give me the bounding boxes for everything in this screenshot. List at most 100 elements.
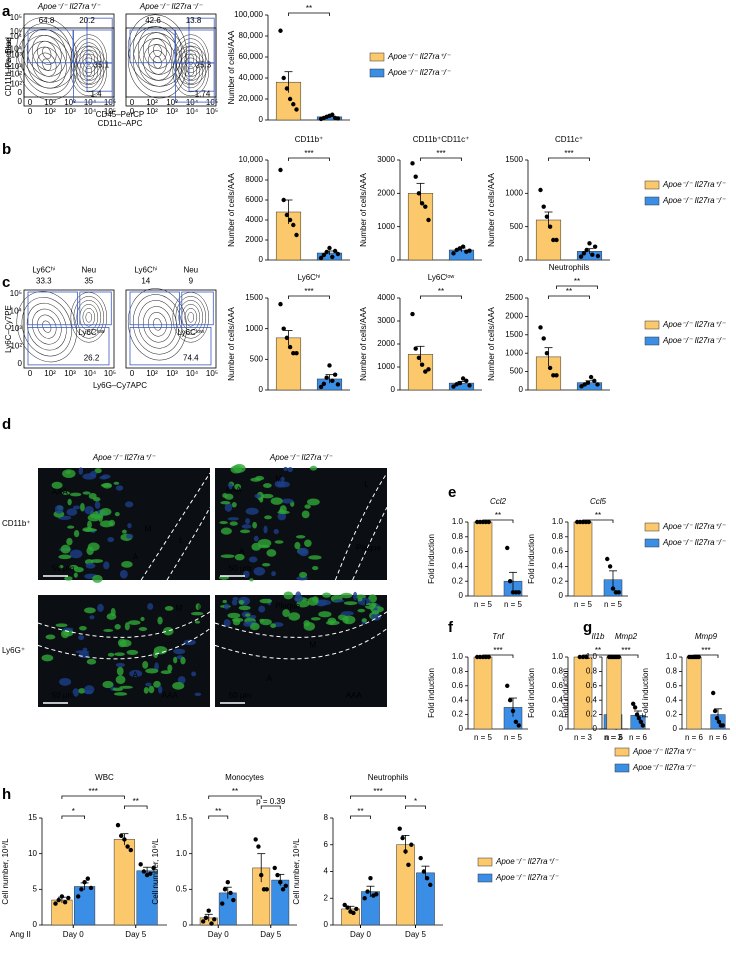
- stain: [283, 591, 294, 600]
- stain: [173, 656, 178, 664]
- stain: [145, 682, 152, 687]
- data-point: [714, 716, 720, 721]
- image-annotation: A: [239, 547, 245, 556]
- significance-label: ***: [564, 149, 573, 158]
- bar: [113, 839, 135, 926]
- image-annotation: M: [145, 525, 152, 534]
- y-tick-label: 0: [459, 591, 464, 600]
- x-tick-label: n = 5: [604, 600, 623, 609]
- image-annotation: 50 μm: [52, 564, 75, 573]
- flow-x-tick: 10⁴: [84, 107, 97, 116]
- contour: [79, 57, 99, 85]
- data-point: [712, 708, 718, 714]
- y-tick-label: 0.8: [552, 667, 564, 676]
- stain: [248, 556, 258, 563]
- y-tick-label: 0.2: [552, 576, 564, 585]
- y-axis-label: Cell number, 10⁹/L: [151, 838, 160, 905]
- data-point: [592, 378, 597, 383]
- data-point: [283, 883, 289, 888]
- x-tick-label: n = 5: [474, 600, 493, 609]
- data-point: [592, 244, 598, 249]
- y-tick-label: 1500: [505, 155, 523, 164]
- data-point: [547, 365, 553, 371]
- stain: [266, 549, 277, 557]
- stain: [114, 512, 120, 517]
- data-point: [351, 910, 356, 916]
- legend-swatch: [477, 873, 493, 883]
- y-tick-label: 0: [183, 920, 188, 929]
- boundary: [352, 506, 388, 581]
- stain: [173, 648, 186, 655]
- flow-y-label: CD11b–PacBlue: [4, 37, 13, 96]
- bar: [416, 872, 435, 926]
- stain: [312, 596, 319, 603]
- x-tick-label: Day 0: [63, 930, 84, 939]
- gate: [129, 327, 212, 366]
- y-tick-label: 1500: [245, 293, 263, 302]
- data-point: [119, 833, 124, 839]
- data-point: [451, 251, 456, 256]
- y-axis-label: Fold induction: [561, 668, 570, 718]
- stain: [195, 603, 201, 611]
- y-tick-label: 0.4: [552, 695, 564, 704]
- stain: [79, 626, 87, 631]
- gate-label: Ly6Cʰⁱ: [134, 266, 157, 275]
- significance-bracket: [260, 805, 281, 809]
- stain: [64, 576, 73, 581]
- stain: [282, 609, 290, 618]
- stain: [158, 685, 163, 694]
- x-tick-label: n = 3: [574, 733, 593, 742]
- contour: [85, 312, 93, 323]
- chart-title: Mmp2: [615, 632, 638, 641]
- legend-swatch: [644, 538, 660, 548]
- contour: [31, 46, 62, 83]
- data-point: [294, 232, 299, 238]
- boundary: [140, 472, 211, 581]
- gate-label: 33.3: [36, 277, 52, 286]
- data-point: [424, 875, 430, 881]
- data-point: [75, 894, 81, 899]
- legend-label: Apoe⁻/⁻ Il27ra⁻/⁻: [632, 763, 696, 772]
- data-point: [585, 380, 591, 385]
- significance-label: **: [595, 646, 601, 655]
- flow-x-tick: 0: [130, 98, 135, 107]
- y-tick-label: 0: [259, 115, 264, 124]
- data-point: [505, 683, 510, 688]
- y-tick-label: 1.0: [176, 849, 188, 858]
- stain: [119, 685, 133, 689]
- y-tick-label: 0: [259, 255, 264, 264]
- stain: [232, 618, 241, 626]
- flow-x-tick: 10⁵: [104, 369, 116, 378]
- data-point: [541, 204, 546, 209]
- flow-x-tick: 10²: [146, 98, 158, 107]
- flow-y-label: Ly6C–Cy7PE: [4, 305, 13, 353]
- stain: [73, 572, 78, 578]
- y-tick-label: 2000: [377, 188, 395, 197]
- significance-bracket: [208, 795, 262, 799]
- contour: [153, 318, 162, 331]
- flow-x-tick: 10³: [166, 107, 178, 116]
- y-tick-label: 0.6: [452, 681, 464, 690]
- stain: [294, 541, 301, 550]
- stain: [84, 690, 93, 695]
- significance-label: ***: [436, 149, 445, 158]
- data-point: [53, 901, 58, 906]
- y-tick-label: 100,000: [234, 10, 263, 19]
- data-point: [362, 896, 367, 901]
- contour: [73, 296, 105, 339]
- data-point: [291, 351, 296, 356]
- stain: [72, 688, 79, 697]
- y-tick-label: 500: [510, 222, 524, 231]
- stain: [82, 491, 91, 495]
- contour: [187, 54, 195, 65]
- stain: [263, 525, 268, 534]
- y-tick-label: 0.6: [586, 681, 598, 690]
- contour: [181, 57, 201, 85]
- image-annotation: Plaque: [275, 601, 300, 610]
- stain: [220, 527, 232, 535]
- significance-bracket: [420, 295, 462, 299]
- contour: [42, 58, 52, 71]
- flow-x-tick: 10⁵: [104, 107, 116, 116]
- significance-bracket: [548, 157, 590, 161]
